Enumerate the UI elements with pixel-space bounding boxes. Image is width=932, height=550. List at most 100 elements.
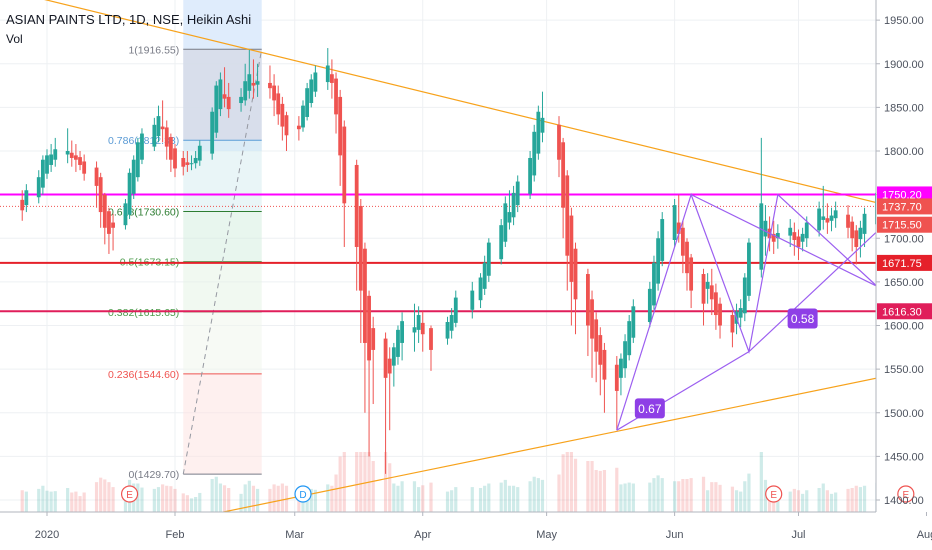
volume-bar	[136, 483, 140, 512]
candle	[619, 353, 623, 396]
candle-body	[759, 203, 764, 270]
fibonacci-retracement[interactable]: 1(1916.55)0.786(1812.33)0.618(1730.60)0.…	[108, 0, 263, 481]
candle	[453, 290, 458, 328]
earnings-marker: E	[897, 485, 915, 503]
candle	[123, 198, 128, 230]
candle-body	[284, 115, 289, 136]
candle	[420, 311, 425, 352]
candle	[69, 140, 74, 167]
candle	[689, 253, 694, 309]
price-tag-bg	[877, 198, 932, 215]
volume-bar	[569, 452, 573, 512]
candle	[276, 85, 281, 125]
candle	[400, 312, 404, 361]
candle-body	[140, 133, 144, 160]
candle	[614, 356, 619, 431]
volume-bar	[850, 488, 854, 512]
volume-bar	[222, 485, 227, 512]
volume-bar	[685, 479, 689, 512]
price-tag-text: 1737.70	[882, 201, 922, 213]
candle	[74, 144, 78, 172]
candles[interactable]	[20, 48, 920, 474]
candle-body	[391, 347, 396, 366]
volume-bar	[730, 486, 735, 512]
candle	[416, 306, 421, 343]
candle	[854, 225, 859, 265]
candle-body	[528, 157, 532, 194]
volume-bar	[656, 475, 660, 512]
candle	[590, 290, 594, 378]
candle-body	[701, 274, 706, 304]
volume-bar	[536, 478, 540, 512]
candle-body	[40, 159, 45, 188]
candle	[383, 332, 388, 474]
harmonic-pattern[interactable]: 0.67 0.58	[616, 192, 918, 431]
candle-body	[647, 288, 652, 323]
earnings-marker: E	[765, 485, 783, 503]
time-tick-label: Apr	[414, 529, 431, 541]
candle-body	[272, 85, 276, 101]
marker-circle	[120, 485, 139, 503]
candle-body	[82, 161, 87, 174]
candle	[747, 238, 751, 302]
candle	[478, 273, 483, 309]
candle-body	[20, 199, 25, 211]
volume-bar	[82, 492, 86, 512]
candle	[796, 229, 801, 261]
volume-bar	[673, 481, 677, 512]
dividend-marker: D	[294, 485, 312, 503]
candle-body	[730, 315, 735, 333]
candle-body	[846, 214, 850, 228]
candle	[788, 219, 793, 247]
candle-body	[680, 227, 685, 256]
marker-letter: E	[770, 490, 777, 501]
candle	[763, 205, 768, 256]
fib-zone	[183, 261, 262, 312]
price-tick-label: 1800.00	[884, 146, 924, 158]
volume-bar	[540, 479, 545, 512]
candle	[334, 72, 338, 134]
volume-bar	[701, 476, 706, 512]
candle-body	[168, 137, 173, 160]
candle-body	[792, 232, 797, 240]
volume-bar	[268, 488, 272, 512]
volume-bar	[825, 490, 829, 512]
candle	[829, 207, 834, 232]
candle-body	[65, 151, 70, 155]
fib-level-label: 0.236(1544.60)	[108, 369, 179, 381]
volume-bar	[615, 467, 619, 512]
candle	[387, 347, 392, 431]
time-tick-label: May	[536, 529, 557, 541]
volume-bar	[156, 487, 161, 512]
candle-body	[123, 203, 128, 226]
horizontal-lines[interactable]	[0, 193, 876, 313]
volume-bar	[801, 493, 805, 512]
candle-body	[296, 125, 301, 130]
volume-bar	[74, 491, 78, 512]
candle	[511, 185, 516, 226]
volume-bar	[739, 491, 743, 512]
candle	[429, 325, 433, 371]
volume-bar	[879, 486, 882, 512]
price-tag-bg	[877, 303, 932, 320]
volume-bar	[363, 452, 367, 512]
fib-level-label: 0.618(1730.60)	[108, 207, 179, 219]
volume-bar	[776, 493, 780, 512]
volume-bar	[181, 493, 185, 512]
candle-body	[36, 177, 41, 198]
candle	[705, 273, 710, 304]
candle	[862, 207, 867, 247]
volume-bar	[111, 487, 115, 512]
candle	[160, 100, 165, 143]
candle	[396, 325, 400, 365]
candle	[131, 155, 136, 199]
price-tag: 1715.50	[877, 216, 932, 233]
volume-bar	[450, 490, 454, 512]
pattern-leg	[616, 192, 876, 431]
candle-body	[367, 295, 371, 361]
time-axis[interactable]: 2020 Feb Mar Apr May Jun Jul Aug	[0, 511, 932, 541]
price-axis[interactable]: 1400.00 1450.00 1500.00 1550.00 1600.00 1650.…	[875, 0, 932, 512]
candle	[107, 207, 111, 254]
